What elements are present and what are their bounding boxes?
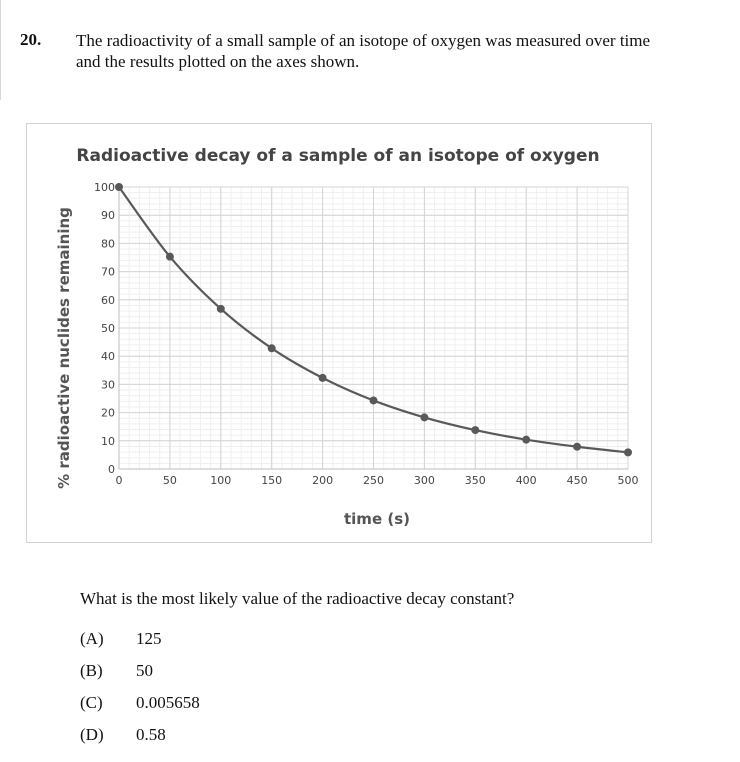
x-tick-label: 300: [414, 474, 435, 487]
page-left-border: [0, 0, 1, 100]
question-stem: The radioactivity of a small sample of a…: [76, 30, 716, 72]
option-value: 0.58: [136, 725, 166, 744]
x-tick-label: 150: [261, 474, 282, 487]
data-point: [267, 344, 276, 353]
data-point: [624, 448, 632, 457]
question-number: 20.: [20, 30, 42, 49]
y-tick-label: 30: [101, 378, 115, 391]
y-tick-label: 90: [101, 209, 115, 222]
option-value: 0.005658: [136, 693, 200, 712]
x-tick-label: 50: [163, 474, 177, 487]
option-letter: (A): [80, 629, 104, 648]
data-point: [216, 304, 225, 313]
option-letter: (D): [80, 725, 104, 744]
data-point: [115, 183, 123, 191]
x-tick-label: 0: [116, 474, 123, 487]
option-value: 125: [136, 629, 162, 648]
option-value: 50: [136, 661, 153, 680]
x-tick-label: 450: [567, 474, 588, 487]
decay-chart: Radioactive decay of a sample of an isot…: [55, 146, 639, 528]
data-point: [165, 252, 174, 261]
chart-title: Radioactive decay of a sample of an isot…: [76, 146, 599, 166]
y-tick-label: 40: [101, 350, 115, 363]
question-stem-line-1: The radioactivity of a small sample of a…: [76, 31, 651, 50]
y-tick-label: 70: [101, 266, 115, 279]
x-tick-label: 400: [516, 474, 537, 487]
data-point: [573, 442, 582, 451]
option-letter: (C): [80, 693, 103, 712]
series-line: [118, 186, 629, 454]
x-tick-label: 200: [312, 474, 333, 487]
x-axis-label: time (s): [344, 510, 410, 528]
y-tick-label: 80: [101, 237, 115, 250]
y-tick-label: 10: [101, 435, 115, 448]
y-axis-label: % radioactive nuclides remaining: [55, 207, 73, 489]
data-point: [420, 413, 429, 422]
data-point: [471, 426, 480, 435]
x-tick-label: 250: [363, 474, 384, 487]
chart-figure: Radioactive decay of a sample of an isot…: [26, 123, 652, 543]
question-stem-line-2: and the results plotted on the axes show…: [76, 52, 360, 71]
x-tick-label: 100: [210, 474, 231, 487]
y-tick-label: 0: [108, 463, 115, 476]
x-tick-label: 350: [465, 474, 486, 487]
x-tick-label: 500: [618, 474, 639, 487]
y-tick-label: 60: [101, 294, 115, 307]
y-tick-label: 20: [101, 407, 115, 420]
y-tick-label: 50: [101, 322, 115, 335]
question-prompt: What is the most likely value of the rad…: [80, 589, 515, 608]
data-point: [318, 373, 327, 382]
y-tick-label: 100: [94, 181, 115, 194]
data-point: [522, 435, 531, 444]
data-point: [369, 396, 378, 405]
option-letter: (B): [80, 661, 103, 680]
